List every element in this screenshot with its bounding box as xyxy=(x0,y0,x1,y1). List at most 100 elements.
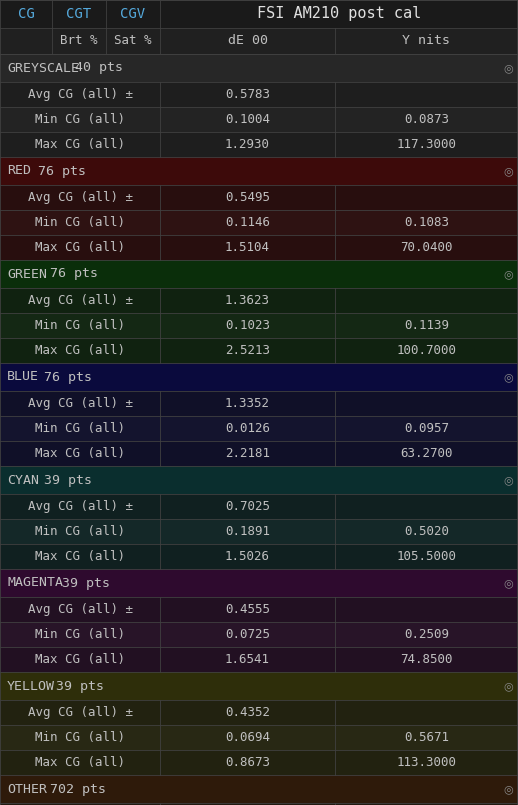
Bar xyxy=(160,313,335,338)
Text: Max CG (all): Max CG (all) xyxy=(35,138,125,151)
Bar xyxy=(335,700,518,725)
Bar xyxy=(0,391,160,416)
Text: CGV: CGV xyxy=(121,7,146,21)
Text: 0.1023: 0.1023 xyxy=(225,319,270,332)
Text: 76 pts: 76 pts xyxy=(44,370,92,383)
Bar xyxy=(160,107,335,132)
Bar xyxy=(0,441,160,466)
Bar xyxy=(0,672,518,700)
Text: CG: CG xyxy=(18,7,34,21)
Text: 39 pts: 39 pts xyxy=(56,679,104,692)
Text: ◎: ◎ xyxy=(503,578,513,588)
Text: CYAN: CYAN xyxy=(7,473,39,486)
Bar xyxy=(0,597,160,622)
Bar xyxy=(0,54,518,82)
Bar xyxy=(0,647,160,672)
Text: MAGENTA: MAGENTA xyxy=(7,576,63,589)
Text: ◎: ◎ xyxy=(503,372,513,382)
Text: Min CG (all): Min CG (all) xyxy=(35,422,125,435)
Bar xyxy=(160,132,335,157)
Text: ◎: ◎ xyxy=(503,681,513,691)
Text: Min CG (all): Min CG (all) xyxy=(35,216,125,229)
Bar xyxy=(335,441,518,466)
Bar xyxy=(160,725,335,750)
Bar xyxy=(0,157,518,185)
Text: 1.3352: 1.3352 xyxy=(225,397,270,410)
Bar xyxy=(0,416,160,441)
Text: ◎: ◎ xyxy=(503,166,513,176)
Bar xyxy=(160,82,335,107)
Text: 117.3000: 117.3000 xyxy=(396,138,456,151)
Text: Min CG (all): Min CG (all) xyxy=(35,319,125,332)
Text: ◎: ◎ xyxy=(503,784,513,794)
Bar xyxy=(0,569,518,597)
Bar xyxy=(160,338,335,363)
Bar xyxy=(335,803,518,805)
Text: 76 pts: 76 pts xyxy=(38,164,85,177)
Text: Avg CG (all) ±: Avg CG (all) ± xyxy=(27,191,133,204)
Bar xyxy=(0,0,52,28)
Text: 0.1083: 0.1083 xyxy=(404,216,449,229)
Text: Avg CG (all) ±: Avg CG (all) ± xyxy=(27,88,133,101)
Bar xyxy=(160,0,518,28)
Text: 702 pts: 702 pts xyxy=(50,782,106,795)
Bar xyxy=(160,210,335,235)
Bar xyxy=(335,210,518,235)
Text: Min CG (all): Min CG (all) xyxy=(35,628,125,641)
Bar xyxy=(335,288,518,313)
Bar xyxy=(0,466,518,494)
Text: 0.5671: 0.5671 xyxy=(404,731,449,744)
Bar xyxy=(160,519,335,544)
Bar xyxy=(0,313,160,338)
Text: 0.0126: 0.0126 xyxy=(225,422,270,435)
Text: 1.3623: 1.3623 xyxy=(225,294,270,307)
Text: Avg CG (all) ±: Avg CG (all) ± xyxy=(27,294,133,307)
Bar xyxy=(160,391,335,416)
Text: GREYSCALE: GREYSCALE xyxy=(7,61,79,75)
Text: 100.7000: 100.7000 xyxy=(396,344,456,357)
Text: 0.2509: 0.2509 xyxy=(404,628,449,641)
Text: 0.7025: 0.7025 xyxy=(225,500,270,513)
Bar xyxy=(335,647,518,672)
Text: Max CG (all): Max CG (all) xyxy=(35,447,125,460)
Bar xyxy=(335,494,518,519)
Bar xyxy=(0,544,160,569)
Text: 0.1004: 0.1004 xyxy=(225,113,270,126)
Bar xyxy=(335,391,518,416)
Text: 0.8673: 0.8673 xyxy=(225,756,270,769)
Bar xyxy=(335,235,518,260)
Text: 1.5026: 1.5026 xyxy=(225,550,270,563)
Bar xyxy=(160,235,335,260)
Text: Max CG (all): Max CG (all) xyxy=(35,241,125,254)
Text: 74.8500: 74.8500 xyxy=(400,653,453,666)
Text: 0.5495: 0.5495 xyxy=(225,191,270,204)
Bar xyxy=(0,132,160,157)
Bar xyxy=(0,363,518,391)
Bar xyxy=(52,0,106,28)
Text: 63.2700: 63.2700 xyxy=(400,447,453,460)
Bar xyxy=(0,494,160,519)
Bar xyxy=(335,185,518,210)
Bar xyxy=(160,622,335,647)
Text: 105.5000: 105.5000 xyxy=(396,550,456,563)
Bar xyxy=(160,185,335,210)
Bar xyxy=(160,700,335,725)
Bar xyxy=(160,494,335,519)
Text: 0.4555: 0.4555 xyxy=(225,603,270,616)
Text: FSI AM210 post cal: FSI AM210 post cal xyxy=(257,6,421,22)
Text: CGT: CGT xyxy=(66,7,92,21)
Text: 0.0873: 0.0873 xyxy=(404,113,449,126)
Text: 0.0957: 0.0957 xyxy=(404,422,449,435)
Bar xyxy=(335,107,518,132)
Bar xyxy=(335,416,518,441)
Text: Max CG (all): Max CG (all) xyxy=(35,653,125,666)
Bar xyxy=(335,313,518,338)
Text: Sat %: Sat % xyxy=(114,35,152,47)
Bar xyxy=(0,210,160,235)
Bar xyxy=(335,544,518,569)
Text: ◎: ◎ xyxy=(503,269,513,279)
Bar xyxy=(0,519,160,544)
Bar xyxy=(335,725,518,750)
Text: YELLOW: YELLOW xyxy=(7,679,55,692)
Text: 0.5020: 0.5020 xyxy=(404,525,449,538)
